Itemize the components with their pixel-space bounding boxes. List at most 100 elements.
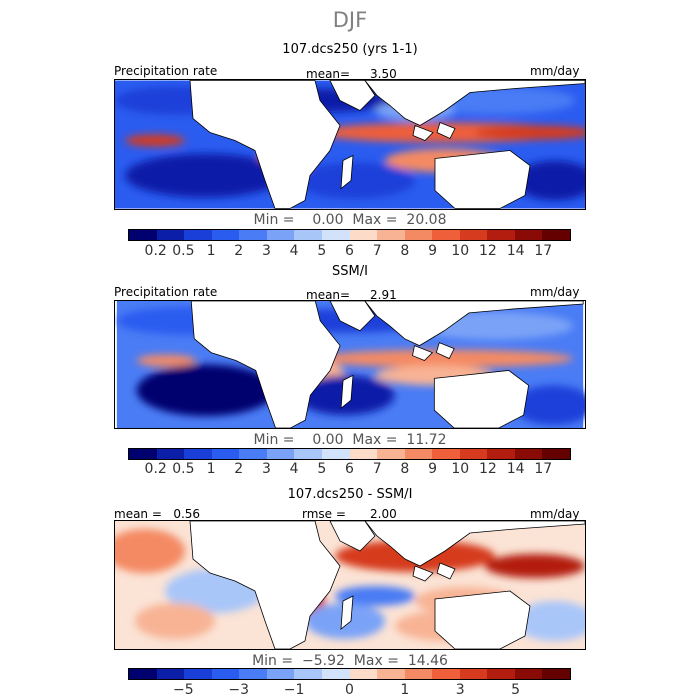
colorbar-swatch	[404, 449, 433, 459]
panel-3-colorbar	[128, 668, 571, 680]
panel-2-colorbar-ticks: 0.2 0.5 1 2 3 4 5 6 7 8 9 10 12 14 17	[128, 461, 571, 477]
colorbar-swatch	[459, 230, 488, 240]
colorbar-tick-label: 2	[234, 461, 244, 477]
panel-2-units: mm/day	[530, 285, 580, 299]
colorbar-tick-label: 6	[345, 461, 354, 477]
colorbar-swatch	[239, 669, 267, 679]
panel-1-colorbar	[128, 229, 571, 241]
colorbar-swatch	[321, 230, 350, 240]
panel-2-mean-label: mean=	[306, 288, 351, 302]
colorbar-tick-label: 7	[372, 461, 382, 477]
colorbar-swatch	[211, 669, 240, 679]
colorbar-swatch	[542, 230, 570, 240]
colorbar-tick-label: 8	[400, 461, 410, 477]
colorbar-tick-label: 9	[428, 461, 438, 477]
panel-2-min-max: Min = 0.00 Max = 11.72	[253, 432, 447, 448]
colorbar-swatch	[156, 230, 185, 240]
colorbar-tick-label: 4	[289, 461, 299, 477]
field-map	[115, 80, 585, 209]
colorbar-tick-label: 17	[534, 461, 553, 477]
colorbar-tick-label: 5	[317, 243, 327, 259]
colorbar-tick-label: 14	[506, 461, 525, 477]
colorbar-tick-label: 1	[400, 682, 410, 698]
colorbar-tick-label: 0.2	[144, 461, 167, 477]
panel-3-rmse-value: 2.00	[370, 507, 397, 521]
colorbar-swatch	[377, 669, 405, 679]
panel-3-min-max: Min = −5.92 Max = 14.46	[252, 653, 448, 669]
colorbar-swatch	[321, 449, 350, 459]
colorbar-tick-label: 1	[206, 461, 216, 477]
colorbar-swatch	[349, 669, 378, 679]
panel-3-map	[114, 520, 586, 650]
colorbar-tick-label: 4	[289, 243, 299, 259]
figure-title: DJF	[332, 8, 368, 32]
colorbar-swatch	[211, 230, 240, 240]
panel-1-min-max: Min = 0.00 Max = 20.08	[253, 212, 447, 228]
colorbar-tick-label: 6	[345, 243, 354, 259]
colorbar-swatch	[184, 230, 212, 240]
panel-3-title: 107.dcs250 - SSM/I	[287, 487, 413, 502]
field-map	[116, 301, 585, 428]
colorbar-swatch	[321, 669, 350, 679]
colorbar-swatch	[514, 230, 543, 240]
colorbar-swatch	[349, 449, 378, 459]
colorbar-swatch	[266, 230, 295, 240]
colorbar-swatch	[404, 669, 433, 679]
colorbar-swatch	[294, 230, 322, 240]
colorbar-swatch	[404, 230, 433, 240]
panel-1-mean-value: 3.50	[370, 67, 397, 81]
colorbar-tick-label: 10	[451, 461, 470, 477]
colorbar-tick-label: 3	[455, 682, 465, 698]
colorbar-swatch	[129, 230, 157, 240]
colorbar-swatch	[266, 449, 295, 459]
colorbar-swatch	[294, 669, 322, 679]
panel-1-variable-label: Precipitation rate	[114, 64, 218, 78]
colorbar-swatch	[487, 669, 515, 679]
panel-1-map	[114, 79, 586, 210]
colorbar-tick-label: 0.2	[144, 243, 167, 259]
colorbar-swatch	[459, 669, 488, 679]
panel-3-mean-text: mean = 0.56	[114, 507, 201, 521]
colorbar-swatch	[129, 449, 157, 459]
colorbar-tick-label: −5	[173, 682, 194, 698]
panel-2-variable-label: Precipitation rate	[114, 285, 218, 299]
colorbar-tick-label: 0	[345, 682, 354, 698]
colorbar-swatch	[377, 449, 405, 459]
panel-3-rmse-label: rmse =	[302, 507, 346, 521]
colorbar-tick-label: −1	[283, 682, 305, 698]
colorbar-swatch	[266, 669, 295, 679]
colorbar-swatch	[514, 669, 543, 679]
colorbar-swatch	[459, 449, 488, 459]
colorbar-tick-label: 5	[317, 461, 327, 477]
panel-3-units: mm/day	[530, 507, 580, 521]
colorbar-tick-label: 1	[206, 243, 216, 259]
colorbar-swatch	[239, 230, 267, 240]
colorbar-tick-label: 0.5	[172, 243, 195, 259]
colorbar-swatch	[129, 669, 157, 679]
colorbar-swatch	[542, 669, 570, 679]
colorbar-swatch	[542, 449, 570, 459]
panel-1-title: 107.dcs250 (yrs 1-1)	[282, 42, 418, 57]
panel-2-colorbar	[128, 448, 571, 460]
colorbar-swatch	[377, 230, 405, 240]
colorbar-tick-label: 5	[511, 682, 521, 698]
colorbar-swatch	[184, 449, 212, 459]
panel-1-colorbar-ticks: 0.2 0.5 1 2 3 4 5 6 7 8 9 10 12 14 17	[128, 243, 571, 259]
colorbar-tick-label: 12	[479, 243, 497, 259]
field-map	[115, 521, 585, 649]
colorbar-tick-label: 10	[451, 243, 470, 259]
colorbar-tick-label: 0.5	[172, 461, 195, 477]
panel-1-units: mm/day	[530, 64, 580, 78]
colorbar-tick-label: −3	[228, 682, 250, 698]
colorbar-tick-label: 14	[506, 243, 525, 259]
colorbar-swatch	[432, 669, 460, 679]
colorbar-swatch	[487, 449, 515, 459]
colorbar-swatch	[349, 230, 378, 240]
colorbar-tick-label: 9	[428, 243, 438, 259]
panel-2-map	[114, 300, 586, 429]
colorbar-tick-label: 8	[400, 243, 410, 259]
colorbar-swatch	[211, 449, 240, 459]
colorbar-swatch	[432, 449, 460, 459]
panel-2-title: SSM/I	[332, 264, 368, 279]
colorbar-tick-label: 2	[234, 243, 244, 259]
